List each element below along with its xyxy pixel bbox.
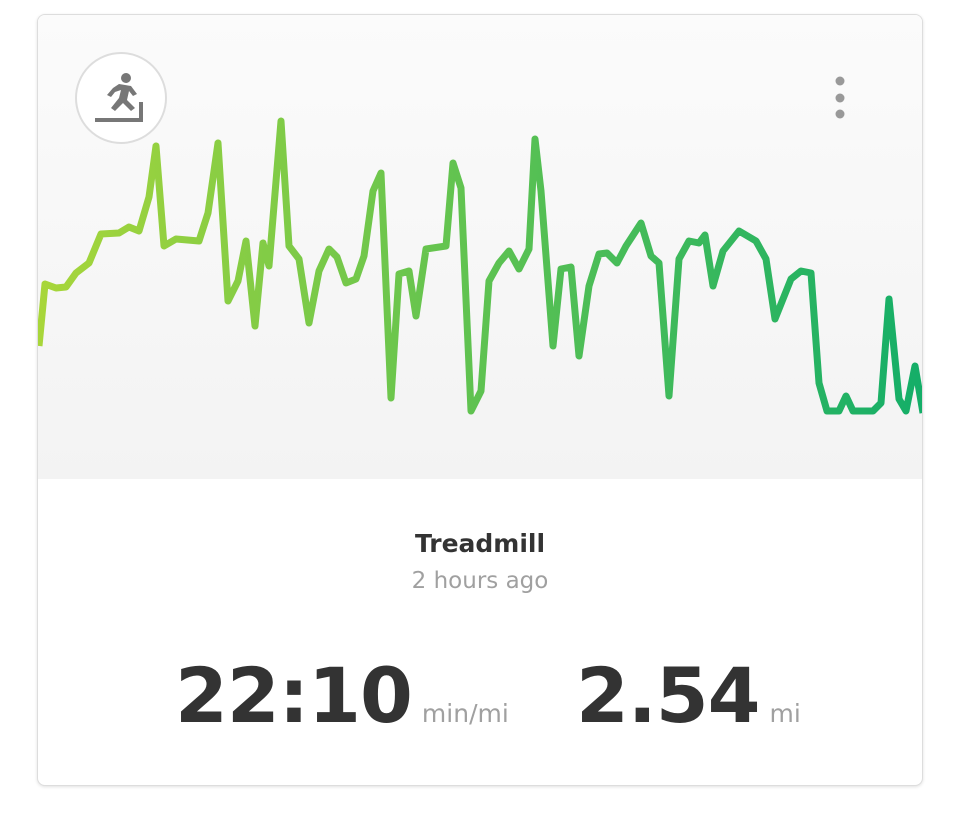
more-menu[interactable] xyxy=(835,76,845,119)
activity-title: Treadmill xyxy=(414,529,546,558)
stat: 2.54 mi xyxy=(576,651,801,740)
stat-value: 22:10 xyxy=(175,651,413,740)
activity-icon[interactable] xyxy=(75,52,167,144)
menu-dot xyxy=(835,109,845,119)
activity-time: 2 hours ago xyxy=(411,568,549,594)
menu-dot xyxy=(835,76,845,86)
pace-sparkline xyxy=(38,52,922,415)
stat-value: 2.54 xyxy=(576,651,761,740)
stat-unit: mi xyxy=(769,699,801,728)
chart-background xyxy=(38,15,922,479)
pace-line xyxy=(38,117,922,415)
stat: 22:10 min/mi xyxy=(175,651,509,740)
menu-dot xyxy=(835,93,845,103)
stat-unit: min/mi xyxy=(421,699,509,728)
treadmill-glyph xyxy=(95,73,143,122)
activity-card[interactable]: Treadmill 2 hours ago 22:10 min/mi 2.54 mi xyxy=(37,14,923,786)
